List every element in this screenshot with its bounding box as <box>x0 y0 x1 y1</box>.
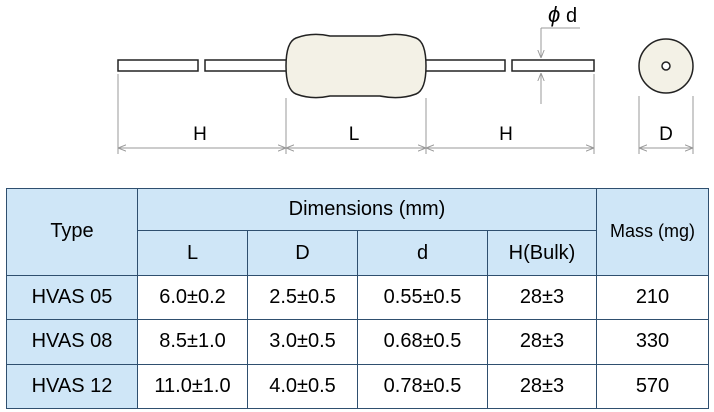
header-type: Type <box>6 188 138 276</box>
dimension-label-d: D <box>659 124 673 145</box>
lead-diameter-label: d <box>566 5 577 27</box>
subheader-d-lead: d <box>357 230 488 276</box>
lead-right-inner <box>424 59 506 72</box>
subheader-d-body: D <box>247 230 358 276</box>
cell-d-lead: 0.78±0.5 <box>357 363 488 410</box>
header-dimensions: Dimensions (mm) <box>137 187 597 232</box>
cell-d-body: 4.0±0.5 <box>247 363 358 410</box>
row-type: HVAS 05 <box>6 274 138 321</box>
row-type: HVAS 12 <box>6 363 138 410</box>
table-row: HVAS 08 8.5±1.0 3.0±0.5 0.68±0.5 28±3 33… <box>6 319 709 365</box>
end-view-lead <box>661 61 671 71</box>
lead-wires <box>117 59 595 72</box>
cell-d-lead: 0.68±0.5 <box>357 319 488 365</box>
cell-d-body: 3.0±0.5 <box>247 319 358 365</box>
cell-h: 28±3 <box>487 363 597 410</box>
table-row: HVAS 12 11.0±1.0 4.0±0.5 0.78±0.5 28±3 5… <box>6 363 709 410</box>
cell-mass: 330 <box>596 319 709 365</box>
cell-l: 11.0±1.0 <box>137 363 248 410</box>
row-type: HVAS 08 <box>6 319 138 365</box>
cell-d-lead: 0.55±0.5 <box>357 274 488 321</box>
subheader-h-bulk: H(Bulk) <box>487 230 597 276</box>
table-row: HVAS 05 6.0±0.2 2.5±0.5 0.55±0.5 28±3 21… <box>6 274 709 321</box>
header-mass: Mass (mg) <box>596 188 709 276</box>
resistor-body <box>285 33 427 99</box>
cell-h: 28±3 <box>487 274 597 321</box>
cell-d-body: 2.5±0.5 <box>247 274 358 321</box>
resistor-dimension-drawing: H L H D ϕ d <box>117 2 694 154</box>
specification-table: Type Dimensions (mm) Mass (mg) L D d H(B… <box>6 187 709 410</box>
lead-left-inner <box>204 59 288 72</box>
dimension-lines <box>118 27 693 148</box>
cell-h: 28±3 <box>487 319 597 365</box>
lead-diameter-phi: ϕ <box>548 2 560 27</box>
cell-mass: 210 <box>596 274 709 321</box>
subheader-l: L <box>137 230 248 276</box>
cell-l: 6.0±0.2 <box>137 274 248 321</box>
cell-mass: 570 <box>596 363 709 410</box>
dimension-label-l: L <box>349 124 360 145</box>
cell-l: 8.5±1.0 <box>137 319 248 365</box>
dimension-label-h-left: H <box>193 124 207 145</box>
lead-right-outer <box>511 59 595 72</box>
dimension-label-h-right: H <box>499 124 513 145</box>
lead-left-outer <box>117 59 199 72</box>
